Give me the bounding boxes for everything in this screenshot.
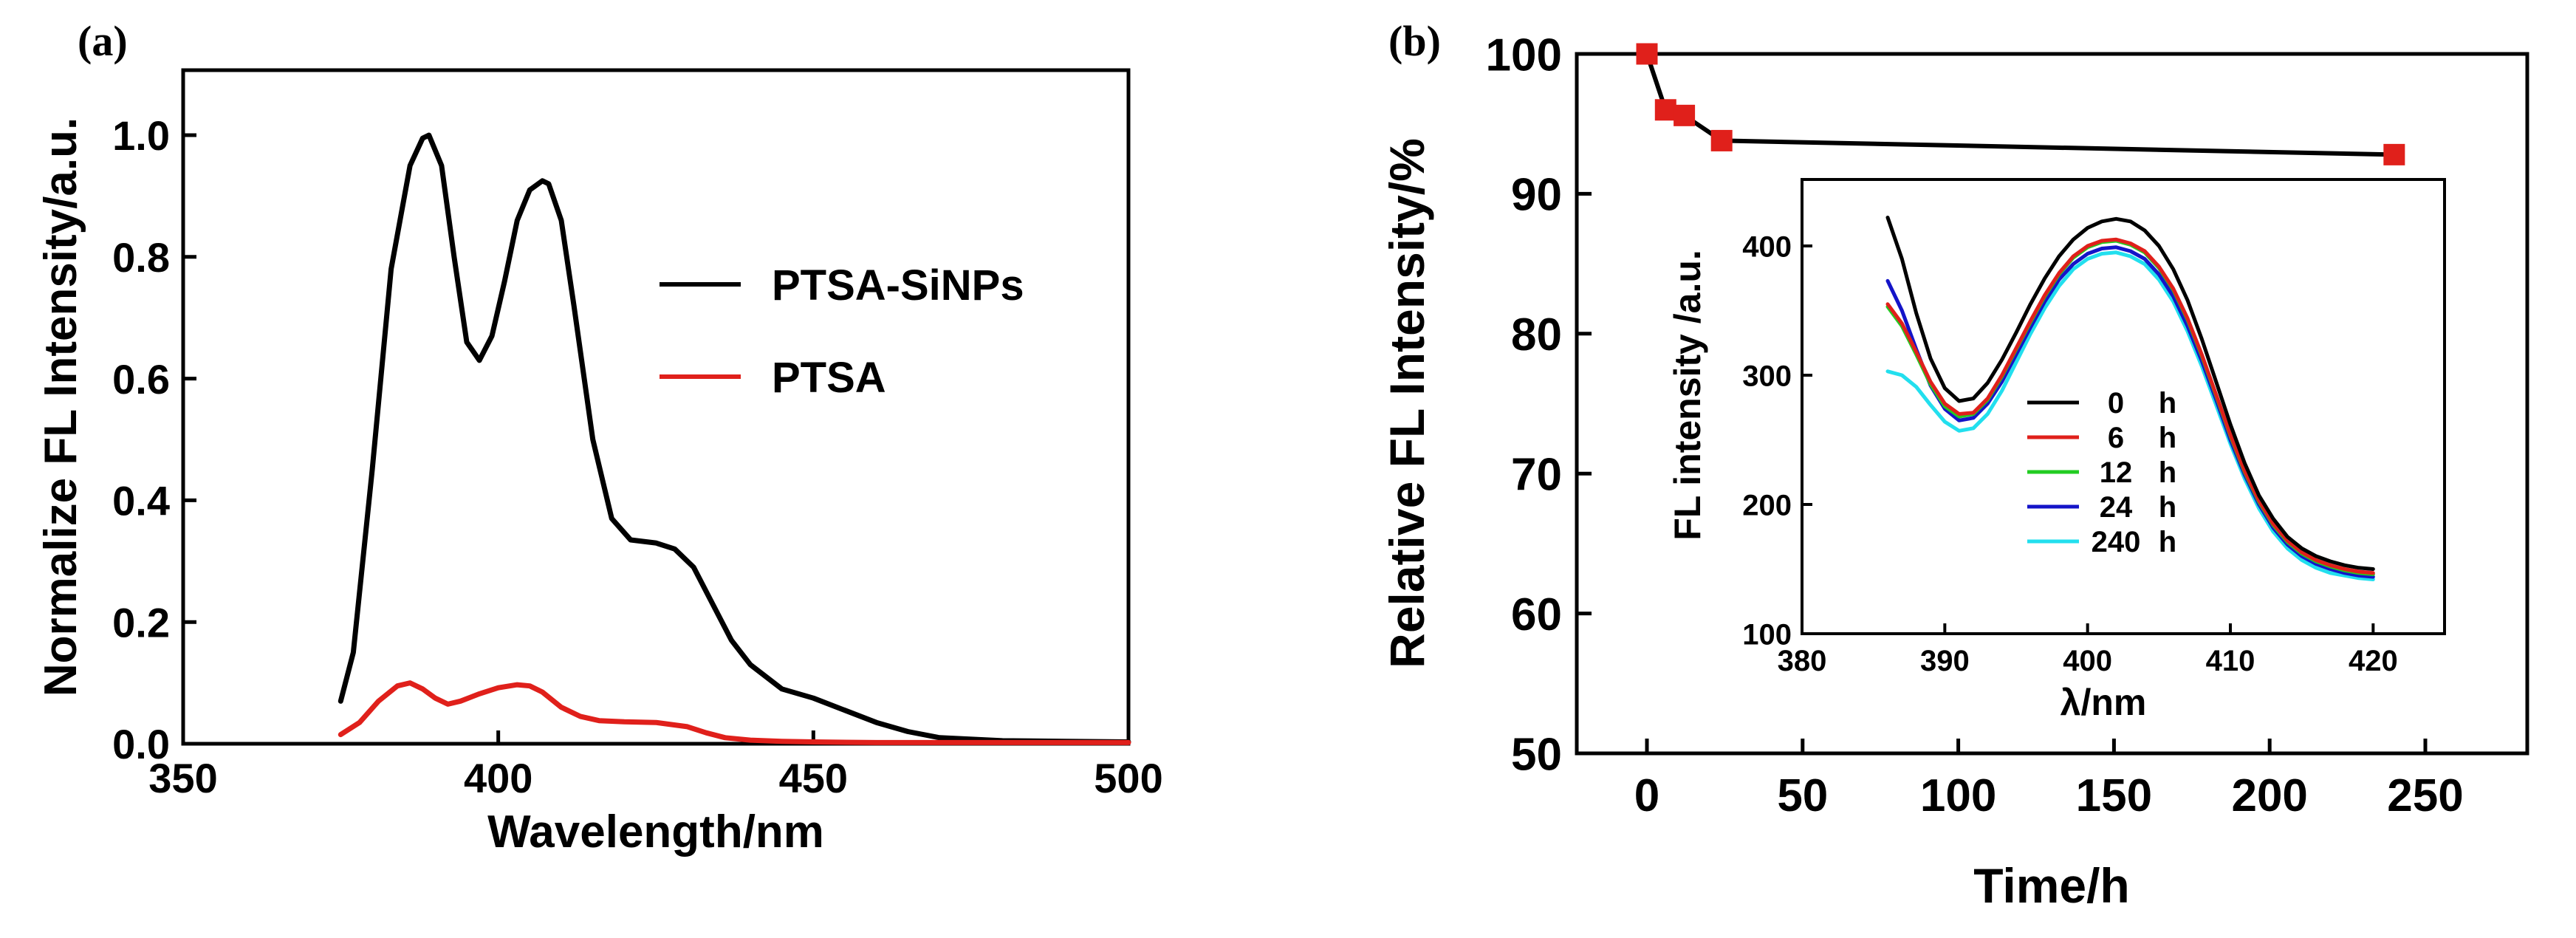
inset-chart: 380 390 400 410 420 100 200 300 400 λ/nm FL int…: [1667, 178, 2446, 723]
a-x-tick-label: 450: [779, 755, 848, 801]
data-point-marker: [2383, 143, 2405, 165]
panel-b-label: (b): [1388, 17, 1441, 65]
a-y-tick-label: 0.4: [112, 478, 170, 524]
inset-legend-entry: 240 h: [2027, 526, 2176, 558]
inset-legend-entry: 12 h: [2027, 456, 2176, 489]
b-x-tick-label: 0: [1634, 770, 1659, 821]
inset-legend-value: 6: [2108, 422, 2124, 454]
inset-legend-entry: 24 h: [2027, 491, 2176, 524]
legend-entry-ptsa-sinps: PTSA-SiNPs: [660, 261, 1024, 309]
a-x-tick-label: 400: [464, 755, 532, 801]
inset-series-line-24h: [1885, 245, 2375, 579]
inset-x-axis-label: λ/nm: [2061, 682, 2147, 723]
series-line-relative-intensity: [1645, 53, 2394, 157]
legend-entry-ptsa: PTSA: [660, 354, 886, 402]
a-x-tick-label: 500: [1094, 755, 1162, 801]
inset-legend-unit: h: [2159, 526, 2176, 558]
inset-series: [1885, 216, 2375, 581]
b-y-tick-label: 100: [1486, 30, 1562, 81]
panel-a: (a) 350 400 450 500 0.0 0.2 0.4 0.6 0.8 1.0 Wave…: [35, 17, 1163, 857]
b-x-tick-label: 50: [1777, 770, 1828, 821]
panel-a-label: (a): [78, 17, 128, 65]
a-y-tick-label: 0.0: [112, 721, 170, 767]
b-y-tick-label: 70: [1511, 450, 1562, 501]
panel-b-y-axis-label: Relative FL Intensity/%: [1380, 138, 1434, 668]
panel-a-x-axis-label: Wavelength/nm: [487, 807, 824, 857]
inset-legend-value: 0: [2108, 387, 2124, 420]
inset-legend-value: 24: [2100, 491, 2133, 524]
panel-a-y-ticks: 0.0 0.2 0.4 0.6 0.8 1.0: [112, 112, 196, 767]
a-x-tick-label: 350: [148, 755, 217, 801]
inset-legend-unit: h: [2159, 456, 2176, 489]
i-y-tick-label: 100: [1742, 618, 1792, 651]
a-y-tick-label: 0.6: [112, 356, 170, 403]
b-x-tick-label: 250: [2387, 770, 2463, 821]
i-x-tick-label: 380: [1778, 645, 1827, 677]
panel-a-x-ticks: 350 400 450 500: [148, 730, 1163, 801]
inset-series-line-6h: [1885, 237, 2375, 575]
i-y-tick-label: 200: [1742, 489, 1792, 521]
inset-series-line-240h: [1885, 250, 2375, 581]
i-x-tick-label: 420: [2349, 645, 2398, 677]
inset-y-axis-label: FL intensity /a.u.: [1667, 250, 1708, 541]
panel-b-x-axis-label: Time/h: [1973, 858, 2130, 913]
inset-legend-unit: h: [2159, 491, 2176, 524]
b-x-tick-label: 200: [2231, 770, 2307, 821]
panel-a-plot-frame: [181, 68, 1131, 746]
b-y-tick-label: 60: [1511, 589, 1562, 640]
i-y-tick-label: 400: [1742, 230, 1792, 263]
data-point-marker: [1710, 129, 1733, 151]
inset-y-ticks: 100 200 300 400: [1742, 230, 1812, 651]
inset-x-ticks: 380 390 400 410 420: [1778, 623, 2398, 677]
panel-a-series: [338, 132, 1131, 745]
legend-label-ptsa-sinps: PTSA-SiNPs: [772, 261, 1024, 309]
inset-legend-value: 240: [2092, 526, 2141, 558]
data-point-marker: [1636, 43, 1658, 65]
panel-b-plot-frame: [1575, 52, 2529, 756]
b-y-tick-label: 80: [1511, 309, 1562, 360]
legend-label-ptsa: PTSA: [772, 354, 886, 402]
series-line-ptsa: [338, 680, 1131, 745]
series-line-ptsa-sinps: [338, 132, 1131, 744]
data-point-marker: [1654, 99, 1676, 121]
a-y-tick-label: 1.0: [112, 112, 170, 159]
b-x-tick-label: 150: [2076, 770, 2152, 821]
data-point-marker: [1674, 104, 1696, 126]
panel-b-y-ticks: 50 60 70 80 90 100: [1486, 30, 1592, 780]
inset-plot-frame: [1801, 178, 2446, 635]
b-y-tick-label: 50: [1511, 729, 1562, 780]
panel-b-x-ticks: 0 50 100 150 200 250: [1634, 739, 2464, 821]
inset-series-line-0h: [1885, 216, 2375, 571]
b-x-tick-label: 100: [1920, 770, 1996, 821]
i-y-tick-label: 300: [1742, 360, 1792, 392]
inset-legend-unit: h: [2159, 387, 2176, 420]
panel-a-y-axis-label: Normalize FL Intensity/a.u.: [35, 117, 86, 696]
panel-a-legend: PTSA-SiNPs PTSA: [660, 261, 1024, 402]
i-x-tick-label: 400: [2063, 645, 2112, 677]
inset-legend-unit: h: [2159, 422, 2176, 454]
panel-b-series: [1636, 43, 2405, 165]
a-y-tick-label: 0.2: [112, 599, 170, 646]
b-y-tick-label: 90: [1511, 170, 1562, 221]
inset-legend-value: 12: [2100, 456, 2133, 489]
i-x-tick-label: 390: [1920, 645, 1970, 677]
i-x-tick-label: 410: [2206, 645, 2255, 677]
a-y-tick-label: 0.8: [112, 234, 170, 281]
